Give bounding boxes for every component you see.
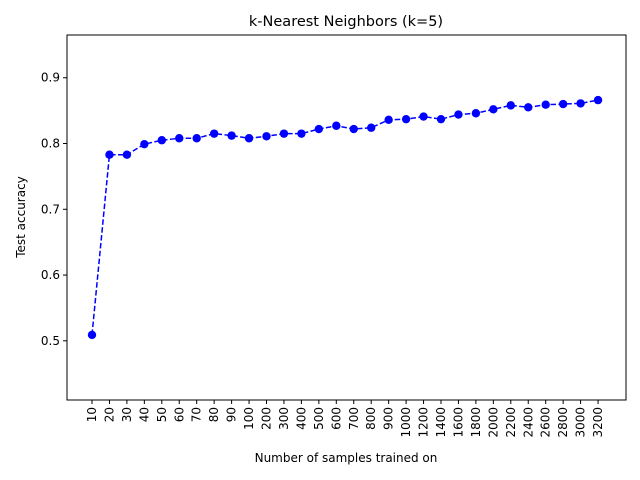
data-point bbox=[87, 330, 97, 340]
x-tick-label: 10 bbox=[85, 407, 99, 422]
x-tick-label: 2800 bbox=[556, 407, 570, 438]
x-tick-label: 800 bbox=[364, 407, 378, 430]
data-point bbox=[244, 134, 254, 143]
x-tick-label: 700 bbox=[347, 407, 361, 430]
y-tick-label: 0.5 bbox=[41, 334, 60, 348]
data-point bbox=[471, 109, 481, 118]
y-tick-label: 0.7 bbox=[41, 202, 60, 216]
data-point bbox=[122, 150, 132, 159]
data-point bbox=[541, 100, 550, 109]
x-tick-label: 1200 bbox=[417, 407, 431, 438]
y-tick-label: 0.8 bbox=[41, 137, 60, 151]
data-point bbox=[558, 99, 568, 109]
x-tick-label: 1400 bbox=[434, 407, 448, 438]
x-tick-label: 30 bbox=[120, 407, 134, 422]
plot-frame bbox=[66, 34, 627, 401]
x-axis-label: Number of samples trained on bbox=[255, 451, 438, 465]
data-point bbox=[576, 99, 585, 108]
x-tick-label: 60 bbox=[172, 407, 186, 422]
x-tick-label: 1000 bbox=[399, 407, 413, 438]
x-tick-label: 2000 bbox=[486, 407, 500, 438]
x-tick-label: 2400 bbox=[521, 407, 535, 438]
data-point bbox=[524, 103, 533, 112]
x-tick-label: 80 bbox=[207, 407, 221, 422]
x-tick-label: 100 bbox=[242, 407, 256, 430]
data-point bbox=[105, 150, 114, 159]
y-axis-label: Test accuracy bbox=[14, 176, 28, 259]
y-tick-label: 0.6 bbox=[41, 268, 60, 282]
data-point bbox=[593, 95, 603, 105]
x-tick-label: 70 bbox=[190, 407, 204, 422]
data-point bbox=[419, 112, 428, 121]
data-point bbox=[157, 136, 166, 145]
data-point bbox=[209, 129, 219, 138]
data-point bbox=[349, 124, 358, 134]
data-point bbox=[314, 124, 324, 134]
data-point bbox=[367, 123, 376, 132]
data-point bbox=[262, 132, 271, 141]
data-point bbox=[192, 134, 201, 143]
x-tick-label: 600 bbox=[329, 407, 343, 430]
x-tick-label: 2200 bbox=[504, 407, 518, 438]
series-line bbox=[91, 99, 599, 335]
data-point bbox=[332, 121, 341, 130]
data-point bbox=[401, 114, 411, 124]
x-tick-label: 50 bbox=[155, 407, 169, 422]
x-tick-label: 500 bbox=[312, 407, 326, 430]
x-tick-label: 90 bbox=[225, 407, 239, 422]
y-axis: 0.5 0.6 0.7 0.8 0.9 bbox=[41, 71, 67, 348]
data-point bbox=[384, 115, 393, 125]
chart-title: k-Nearest Neighbors (k=5) bbox=[249, 14, 443, 30]
x-tick-label: 40 bbox=[137, 407, 151, 422]
data-point bbox=[454, 110, 463, 119]
y-tick-label: 0.9 bbox=[41, 71, 60, 85]
x-tick-label: 20 bbox=[102, 407, 116, 422]
series-group bbox=[87, 95, 603, 340]
x-tick-label: 200 bbox=[260, 407, 274, 430]
data-point bbox=[175, 134, 184, 143]
data-point bbox=[279, 129, 289, 138]
data-point bbox=[297, 129, 306, 138]
x-tick-label: 3200 bbox=[591, 407, 605, 438]
data-point bbox=[227, 131, 236, 140]
x-tick-label: 1800 bbox=[469, 407, 483, 438]
x-tick-label: 1600 bbox=[451, 407, 465, 438]
data-point bbox=[489, 105, 498, 114]
x-tick-label: 400 bbox=[294, 407, 308, 430]
x-tick-label: 2600 bbox=[539, 407, 553, 438]
data-point bbox=[506, 101, 515, 110]
x-tick-label: 3000 bbox=[574, 407, 588, 438]
x-tick-label: 900 bbox=[382, 407, 396, 430]
x-axis: 10 20 30 40 50 60 70 80 90 100 200 300 400 500 600 700 8… bbox=[85, 400, 605, 438]
x-tick-label: 300 bbox=[277, 407, 291, 430]
data-point bbox=[436, 114, 446, 124]
data-point bbox=[140, 139, 149, 149]
